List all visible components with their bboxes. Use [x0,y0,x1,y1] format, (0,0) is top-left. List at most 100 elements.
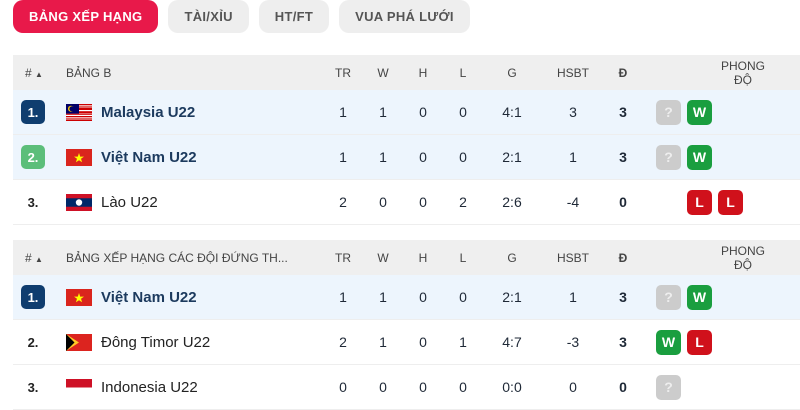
form-unknown-badge[interactable]: ? [656,284,681,310]
cell-tr: 2 [339,194,347,210]
form-unknown-badge[interactable]: ? [656,144,681,170]
cell-l: 1 [459,334,467,350]
team-name[interactable]: Việt Nam U22 [101,288,197,306]
col-tr-header: TR [335,65,351,80]
cell-hsbt: 3 [569,104,577,120]
col-form-header: PHONG ĐỘ [720,58,765,87]
group-title: BẢNG XẾP HẠNG CÁC ĐỘI ĐỨNG TH... [66,250,288,265]
cell-d: 3 [619,149,627,165]
rank-badge: 2. [21,145,45,169]
cell-hsbt: -3 [566,334,580,350]
col-h-header: H [418,250,428,265]
col-hsbt-header: HSBT [556,65,590,80]
cell-w: 1 [379,149,387,165]
cell-h: 0 [419,334,427,350]
rank-badge: 3. [27,379,39,395]
cell-tr: 1 [339,149,347,165]
cell-w: 0 [379,379,387,395]
col-g-header: G [507,65,517,80]
cell-w: 1 [379,104,387,120]
cell-h: 0 [419,104,427,120]
form-loss-badge[interactable]: L [687,189,712,215]
cell-hsbt: 1 [569,149,577,165]
cell-g: 4:7 [502,334,522,350]
team-name[interactable]: Malaysia U22 [101,103,196,121]
cell-d: 3 [619,289,627,305]
form-win-badge[interactable]: W [687,99,712,125]
form-win-badge[interactable]: W [656,329,681,355]
team-name[interactable]: Việt Nam U22 [101,148,197,166]
cell-d: 3 [619,334,627,350]
table-row[interactable]: 3. Indonesia U22 0 0 0 0 0:0 0 0 ? [13,365,800,410]
cell-h: 0 [419,149,427,165]
team-name[interactable]: Lào U22 [101,193,158,211]
cell-g: 0:0 [502,379,522,395]
col-tr-header: TR [335,250,351,265]
malaysia-flag-icon [66,103,92,121]
col-l-header: L [459,65,467,80]
form-unknown-badge[interactable]: ? [656,374,681,400]
form-loss-badge[interactable]: L [718,189,743,215]
table-header: # ▲ BẢNG B TR W H L G HSBT Đ PHONG ĐỘ [13,55,800,90]
cell-g: 2:1 [502,149,522,165]
col-hsbt-header: HSBT [556,250,590,265]
cell-w: 1 [379,334,387,350]
laos-flag-icon [66,193,92,211]
cell-d: 0 [619,194,627,210]
cell-tr: 2 [339,334,347,350]
tab-over-under[interactable]: TÀI/XỈU [168,0,249,33]
rank-header[interactable]: # ▲ [25,250,43,265]
cell-tr: 0 [339,379,347,395]
team-name[interactable]: Indonesia U22 [101,378,198,396]
cell-l: 2 [459,194,467,210]
col-form-header: PHONG ĐỘ [720,243,765,272]
cell-h: 0 [419,379,427,395]
cell-hsbt: 0 [569,379,577,395]
rank-badge: 2. [27,334,39,350]
vietnam-flag-icon [66,288,92,306]
rank-header[interactable]: # ▲ [25,65,43,80]
cell-tr: 1 [339,104,347,120]
col-g-header: G [507,250,517,265]
group-title: BẢNG B [66,65,112,80]
col-w-header: W [377,250,389,265]
cell-hsbt: -4 [566,194,580,210]
cell-h: 0 [419,289,427,305]
cell-d: 3 [619,104,627,120]
table-row[interactable]: 2. Việt Nam U22 1 1 0 0 2:1 1 3 ? W [13,135,800,180]
indonesia-flag-icon [66,378,92,396]
tab-ht-ft[interactable]: HT/FT [258,0,330,33]
form-badges: ? W [656,284,712,310]
team-name[interactable]: Đông Timor U22 [101,333,211,351]
standings-table: # ▲ BẢNG XẾP HẠNG CÁC ĐỘI ĐỨNG TH... TR W… [13,240,800,410]
tab-standings[interactable]: BẢNG XẾP HẠNG [13,0,159,33]
col-l-header: L [459,250,467,265]
cell-tr: 1 [339,289,347,305]
form-win-badge[interactable]: W [687,144,712,170]
rank-badge: 1. [21,285,45,309]
cell-g: 2:6 [502,194,522,210]
col-d-header: Đ [618,65,628,80]
form-unknown-badge[interactable]: ? [656,99,681,125]
standings-table: # ▲ BẢNG B TR W H L G HSBT Đ PHONG ĐỘ 1. Malay… [13,55,800,225]
sort-asc-icon[interactable]: ▲ [35,254,43,264]
col-w-header: W [377,65,389,80]
tab-top-scorers[interactable]: VUA PHÁ LƯỚI [339,0,470,33]
col-h-header: H [418,65,428,80]
table-header: # ▲ BẢNG XẾP HẠNG CÁC ĐỘI ĐỨNG TH... TR W… [13,240,800,275]
vietnam-flag-icon [66,148,92,166]
form-badges: ? [656,374,681,400]
cell-w: 1 [379,289,387,305]
cell-g: 4:1 [502,104,522,120]
form-badges: ? W [656,144,712,170]
form-win-badge[interactable]: W [687,284,712,310]
table-row[interactable]: 1. Việt Nam U22 1 1 0 0 2:1 1 3 ? W [13,275,800,320]
sort-asc-icon[interactable]: ▲ [35,69,43,79]
form-loss-badge[interactable]: L [687,329,712,355]
table-row[interactable]: 1. Malaysia U22 1 1 0 0 4:1 3 3 ? W [13,90,800,135]
col-d-header: Đ [618,250,628,265]
